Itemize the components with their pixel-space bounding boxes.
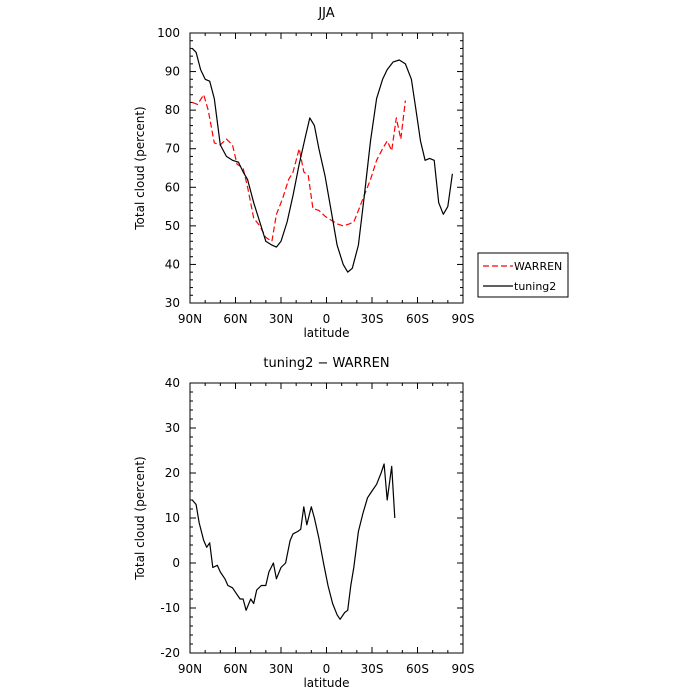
- plot-frame: [189, 32, 464, 304]
- x-axis-title: latitude: [303, 676, 349, 690]
- y-tick-label: 20: [165, 466, 180, 480]
- y-tick-label: 100: [157, 26, 180, 40]
- x-tick-label: 30N: [269, 312, 293, 326]
- legend-label-warren: WARREN: [514, 260, 562, 273]
- y-tick-label: 90: [165, 65, 180, 79]
- y-tick-label: 70: [165, 142, 180, 156]
- x-tick-label: 90S: [452, 312, 475, 326]
- y-tick-label: 60: [165, 180, 180, 194]
- chart-panel-2: tuning2 − WARREN 90N 60N 30N 0 30S 60S 90S -20 -1…: [133, 356, 474, 690]
- x-tick-label: 0: [323, 312, 331, 326]
- y-tick-label: 50: [165, 219, 180, 233]
- legend-label-tuning2: tuning2: [514, 280, 556, 293]
- y-tick-label: 30: [165, 296, 180, 310]
- x-tick-label: 30S: [361, 662, 384, 676]
- chart-title: JJA: [317, 6, 334, 21]
- y-tick-label: 30: [165, 421, 180, 435]
- legend: WARREN tuning2: [477, 252, 569, 298]
- x-tick-label: 90N: [178, 662, 202, 676]
- series-line-tuning2: [191, 47, 453, 273]
- y-axis-title: Total cloud (percent): [133, 456, 147, 580]
- legend-box: [477, 252, 569, 298]
- plot-frame: [189, 382, 464, 654]
- x-tick-label: 30S: [361, 312, 384, 326]
- x-tick-label: 0: [323, 662, 331, 676]
- x-tick-label: 60S: [406, 312, 429, 326]
- series-line-warren: [192, 94, 406, 242]
- x-tick-label: 30N: [269, 662, 293, 676]
- y-tick-label: -10: [160, 601, 180, 615]
- y-tick-label: 80: [165, 103, 180, 117]
- y-tick-label: 40: [165, 257, 180, 271]
- chart-title: tuning2 − WARREN: [263, 356, 389, 371]
- y-tick-label: 40: [165, 376, 180, 390]
- x-tick-label: 60N: [223, 662, 247, 676]
- chart-panel-1: JJA 90N 60N 30N 0 30S 60S 90S 30 40 50 60 70 80 90 100 l…: [133, 6, 569, 340]
- series-line-difference: [191, 463, 396, 620]
- x-tick-label: 90S: [452, 662, 475, 676]
- x-tick-label: 60S: [406, 662, 429, 676]
- y-tick-label: -20: [160, 646, 180, 660]
- y-tick-label: 0: [172, 556, 180, 570]
- x-tick-label: 90N: [178, 312, 202, 326]
- x-axis-title: latitude: [303, 326, 349, 340]
- x-tick-label: 60N: [223, 312, 247, 326]
- y-axis-title: Total cloud (percent): [133, 106, 147, 230]
- y-tick-label: 10: [165, 511, 180, 525]
